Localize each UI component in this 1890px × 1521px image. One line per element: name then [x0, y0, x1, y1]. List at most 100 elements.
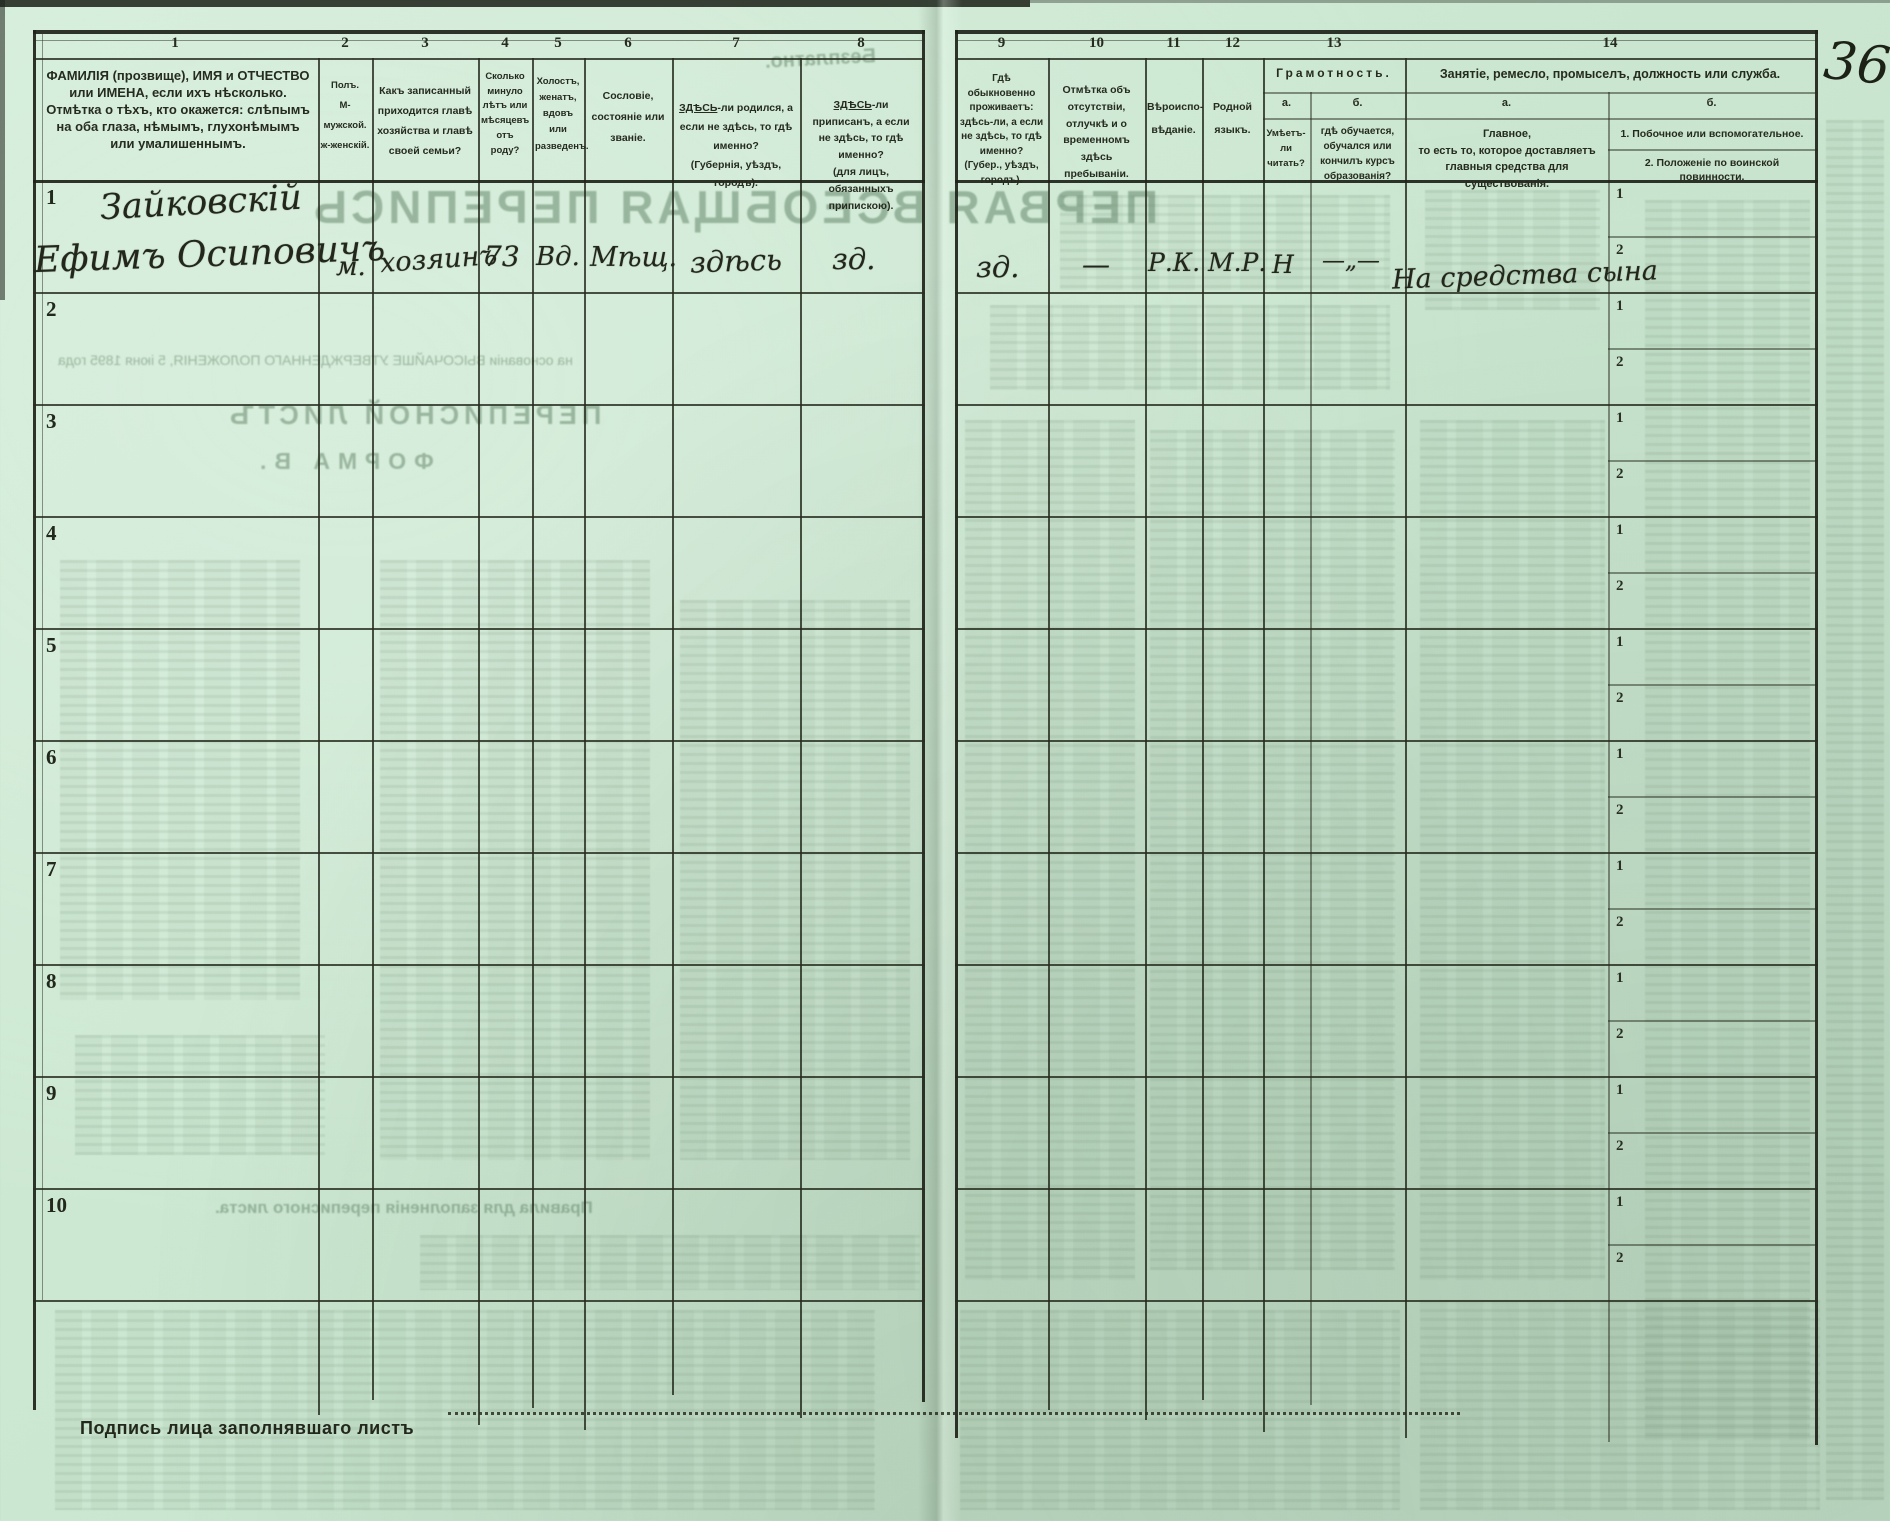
header-language-column: Родной языкъ. [1213, 101, 1252, 137]
bleedthrough-text-block [1420, 420, 1605, 1280]
subrow-label: 1 [1616, 858, 1624, 874]
subrow-divider [1608, 1132, 1818, 1134]
column-number-10: 10 [1089, 35, 1104, 51]
subheader-label-rule [1263, 118, 1818, 120]
subrow-label: 2 [1616, 690, 1624, 706]
subrow-label: 1 [1616, 970, 1624, 986]
scan-edge-left [0, 0, 5, 300]
column-divider [1405, 58, 1407, 1438]
header-literacy-b-label: б. [1352, 97, 1363, 109]
sheet-fold [918, 0, 962, 1521]
row-divider [33, 516, 925, 518]
column-number-3: 3 [421, 35, 429, 51]
subrow-label: 2 [1616, 1250, 1624, 1266]
bleedthrough-text-block [960, 1310, 1400, 1510]
header-birthplace-emphasis: ЗДѢСЬ [679, 101, 718, 114]
subrow-divider [1608, 348, 1818, 350]
subrow-label: 2 [1616, 802, 1624, 818]
entry-age: 73 [484, 240, 520, 273]
entry-literate: Н [1272, 250, 1294, 279]
subrow-label: 2 [1616, 578, 1624, 594]
bleedthrough-text-block [990, 305, 1390, 390]
header-estate-column: Сословіе, состояніе или званіе. [591, 90, 665, 144]
table-border-top-inner [955, 40, 1818, 41]
row-number-6: 6 [46, 745, 57, 769]
subrow-label: 1 [1616, 410, 1624, 426]
row-divider [33, 628, 925, 630]
row-divider [955, 740, 1818, 742]
column-number-13: 13 [1326, 35, 1342, 51]
table-border-top [955, 30, 1818, 34]
right-panel-border-left [955, 30, 958, 1438]
header-registration-emphasis: ЗДѢСЬ [833, 98, 872, 111]
header-occupation-group: Занятіе, ремесло, промыселъ, должность и… [1439, 67, 1781, 81]
column-divider [1145, 58, 1147, 1420]
row-divider [955, 292, 1818, 294]
entry-estate: Мѣщ. [590, 242, 678, 273]
header-occupation-b-label: б. [1706, 97, 1717, 109]
entry-relation: хозяинъ [379, 239, 499, 280]
column-divider [532, 58, 534, 1408]
table-border-top-inner [33, 40, 925, 41]
subrow-divider [1608, 796, 1818, 798]
subrow-label: 1 [1616, 634, 1624, 650]
bleedthrough-text-block [75, 1035, 325, 1155]
column-divider [1202, 58, 1204, 1400]
table-border-right [1815, 30, 1818, 1445]
column-divider [1048, 58, 1050, 1410]
row-number-3: 3 [46, 409, 57, 433]
bleedthrough-text-block [380, 560, 650, 1160]
entry-registration: зд. [832, 242, 876, 276]
column-number-2: 2 [341, 35, 349, 51]
header-bottom-rule [955, 180, 1818, 183]
page-number: 36 [1821, 30, 1890, 98]
header-birthplace-rest: -ли родился, а если не здѣсь, то гдѣ име… [679, 101, 793, 190]
scan-edge-top [0, 0, 1030, 7]
row-divider [955, 964, 1818, 966]
bleedthrough-text-block [60, 560, 300, 1000]
bleedthrough-text-block [55, 1310, 875, 1510]
subrow-label: 2 [1616, 466, 1624, 482]
subcolumn-divider-13ab [1310, 92, 1312, 1405]
entry-education: —„— [1322, 248, 1380, 274]
header-bottom-rule [33, 180, 925, 183]
bleedthrough-text-block [1060, 195, 1390, 290]
column-number-14: 14 [1602, 35, 1618, 51]
row-divider [955, 628, 1818, 630]
header-occupation-side: 1. Побочное или вспомогательное. [1620, 128, 1804, 140]
row-divider [955, 1188, 1818, 1190]
row-number-10: 10 [46, 1193, 67, 1217]
header-literacy-group: Грамотность. [1276, 66, 1392, 80]
row-divider [33, 1076, 925, 1078]
column-divider [584, 58, 586, 1430]
header-registration-column: ЗДѢСЬ-ли приписанъ, а если не здѣсь, то … [806, 80, 916, 214]
subrow-label: 1 [1616, 746, 1624, 762]
header-number-rule [955, 58, 1818, 60]
row-divider [33, 292, 925, 294]
col14b-split-rule [1608, 149, 1818, 151]
entry-religion: Р.К. [1148, 248, 1201, 277]
row-number-7: 7 [46, 857, 57, 881]
subrow-label: 2 [1616, 914, 1624, 930]
row-divider [33, 1188, 925, 1190]
entry-marital: Вд. [536, 242, 580, 272]
column-divider [672, 58, 674, 1395]
header-birthplace-column: ЗДѢСЬ-ли родился, а если не здѣсь, то гд… [678, 80, 794, 193]
row-divider [955, 852, 1818, 854]
bleedthrough-text-block [1645, 200, 1810, 1440]
header-occupation-a-label: а. [1501, 97, 1512, 109]
row-number-8: 8 [46, 969, 57, 993]
left-panel-border-right [922, 30, 925, 1402]
header-occupation-main: Главное, то есть то, которое доставляетъ… [1418, 128, 1596, 190]
subrow-label: 2 [1616, 1026, 1624, 1042]
row-divider [33, 1300, 925, 1302]
header-literacy-a-label: а. [1281, 97, 1292, 109]
header-marital-column: Холостъ, женатъ, вдовъ или разведенъ. [535, 76, 589, 152]
subrow-label: 1 [1616, 186, 1624, 202]
header-religion-column: Вѣроиспо-вѣданіе. [1147, 101, 1204, 137]
header-relation-column: Какъ записанный приходится главѣ хозяйст… [377, 85, 473, 157]
header-occupation-military: 2. Положеніе по воинской повинности. [1644, 157, 1780, 183]
header-sex-column: Полъ. М-мужской. ж-женскій. [320, 80, 370, 151]
table-border-left [33, 30, 36, 1410]
bleedthrough-census-subtitle: на основаніи ВЫСОЧАЙШЕ УТВЕРЖДЕННАГО ПОЛ… [58, 352, 573, 368]
